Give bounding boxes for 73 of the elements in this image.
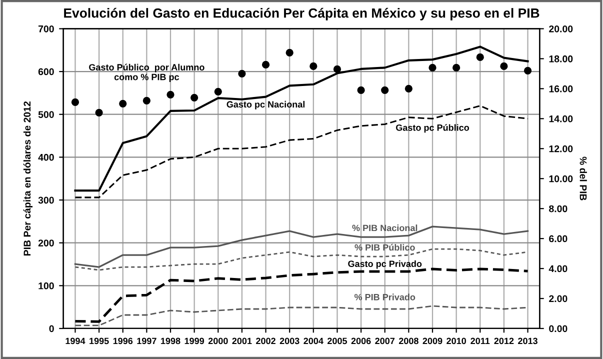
series-label: % PIB Público (354, 244, 415, 251)
x-tick-label: 1994 (66, 338, 86, 344)
y-tick-label: 700 (38, 25, 54, 32)
y2-tick-label: 14.00 (549, 115, 573, 122)
x-tick-label: 2008 (398, 338, 418, 344)
y2-tick-label: 10.00 (549, 175, 573, 182)
point (428, 64, 436, 72)
point (142, 96, 150, 104)
x-tick-label: 2007 (375, 338, 395, 344)
point (310, 62, 318, 70)
point (500, 62, 508, 70)
x-tick-label: 2006 (351, 338, 371, 344)
series-label: % PIB Nacional (352, 224, 418, 232)
y2-tick-label: 8.00 (549, 205, 568, 212)
point (71, 98, 80, 106)
series-label: Gasto pc Nacional (226, 100, 305, 110)
x-tick-label: 2009 (422, 338, 442, 344)
y2-tick-label: 2.00 (549, 295, 568, 302)
y2-tick-label: 6.00 (549, 235, 568, 242)
y-tick-label: 400 (38, 154, 54, 161)
y-tick-label: 200 (38, 240, 54, 246)
point (95, 108, 103, 116)
y2-tick-label: 4.00 (548, 265, 568, 272)
y-tick-label: 300 (38, 196, 54, 204)
series-label: Gasto pc Público (396, 124, 470, 133)
series-label: Gasto Público por Alumno como % PIB pc (89, 64, 204, 82)
line-series (74, 46, 529, 192)
y2-tick-label: 16.00 (549, 85, 573, 92)
point (286, 48, 294, 57)
x-tick-label: 2002 (256, 338, 276, 344)
point (404, 84, 413, 92)
x-tick-label: 1997 (137, 338, 156, 344)
y-tick-label: 500 (38, 111, 54, 118)
x-tick-label: 2001 (232, 338, 252, 344)
line-series (74, 226, 529, 268)
x-tick-label: 1996 (113, 338, 133, 344)
series-label: Gasto pc Privado (348, 260, 422, 269)
point (333, 65, 342, 74)
x-tick-label: 1995 (90, 338, 109, 344)
x-tick-label: 2000 (208, 338, 228, 344)
x-tick-label: 2012 (494, 338, 514, 344)
y2-tick-label: 18.00 (549, 55, 573, 62)
y2-axis-title: % del PIB (580, 156, 587, 200)
x-tick-label: 1999 (184, 338, 204, 344)
y-tick-label: 0 (49, 325, 54, 332)
y-tick-label: 600 (38, 68, 54, 76)
line-series (74, 268, 530, 323)
point (476, 53, 484, 62)
point (190, 94, 198, 102)
x-tick-label: 2011 (470, 338, 490, 344)
point (452, 64, 460, 72)
y2-tick-label: 20.00 (549, 25, 573, 32)
y-tick-label: 100 (38, 282, 54, 290)
x-tick-label: 2013 (518, 338, 538, 344)
series-label: % PIB Privado (354, 294, 416, 300)
point (262, 60, 270, 69)
chart-title: Evolución del Gasto en Educación Per Cápita en México y su peso en el PIB (64, 8, 540, 20)
x-tick-label: 2010 (446, 338, 466, 344)
line-series (74, 305, 528, 326)
point (238, 70, 246, 78)
point (214, 88, 222, 96)
point (119, 100, 127, 108)
point (381, 86, 389, 94)
point (357, 86, 365, 94)
point (524, 66, 532, 75)
point (166, 90, 174, 98)
y-axis-title: PIB Per cápita en dólares de 2012 (23, 101, 33, 256)
y2-tick-label: 0.00 (549, 325, 568, 332)
y2-tick-label: 12.00 (549, 145, 573, 152)
x-tick-label: 2004 (304, 338, 324, 344)
x-tick-label: 2005 (328, 338, 348, 344)
x-tick-label: 2003 (280, 338, 300, 344)
x-tick-label: 1998 (161, 338, 180, 344)
